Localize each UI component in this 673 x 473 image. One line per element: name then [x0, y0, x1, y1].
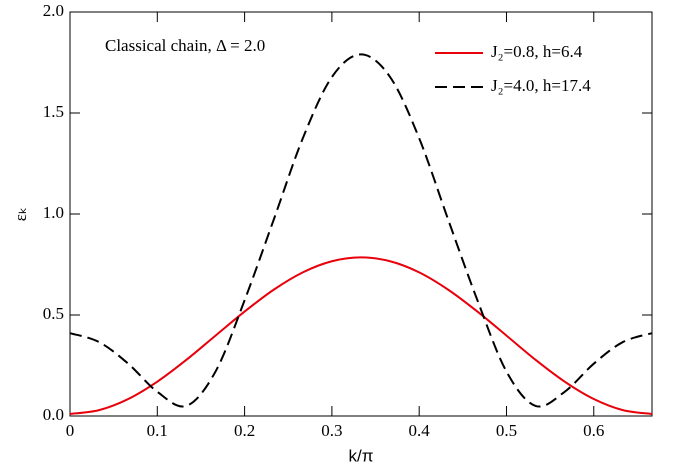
legend-label: J₂=4.0, h=17.4	[491, 76, 591, 95]
y-axis-label: εₖ	[11, 207, 30, 221]
x-tick-label: 0.6	[583, 421, 604, 440]
annotation: Classical chain, Δ = 2.0	[105, 36, 265, 55]
y-tick-label: 0.0	[43, 405, 64, 424]
x-tick-label: 0.2	[234, 421, 255, 440]
x-tick-label: 0.3	[321, 421, 342, 440]
series-line	[69, 256, 653, 415]
y-tick-label: 2.0	[43, 1, 64, 20]
x-axis-label: k/π	[349, 446, 374, 465]
series-line	[69, 53, 653, 408]
x-tick-label: 0.1	[147, 421, 168, 440]
y-tick-label: 1.5	[43, 102, 64, 121]
legend-label: J₂=0.8, h=6.4	[491, 42, 583, 61]
y-tick-label: 0.5	[43, 304, 64, 323]
y-tick-label: 1.0	[43, 203, 64, 222]
x-tick-label: 0.5	[496, 421, 517, 440]
plot-frame	[69, 11, 653, 417]
x-tick-label: 0	[66, 421, 75, 440]
x-tick-label: 0.4	[409, 421, 431, 440]
